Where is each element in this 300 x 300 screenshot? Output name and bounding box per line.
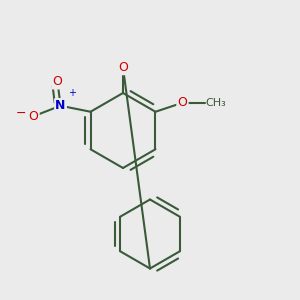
Text: O: O bbox=[28, 110, 38, 123]
Text: O: O bbox=[178, 96, 188, 109]
Text: −: − bbox=[16, 107, 26, 120]
Text: CH₃: CH₃ bbox=[205, 98, 226, 108]
Text: O: O bbox=[52, 75, 62, 88]
Text: O: O bbox=[118, 61, 128, 74]
Text: N: N bbox=[55, 99, 66, 112]
Text: +: + bbox=[68, 88, 76, 98]
